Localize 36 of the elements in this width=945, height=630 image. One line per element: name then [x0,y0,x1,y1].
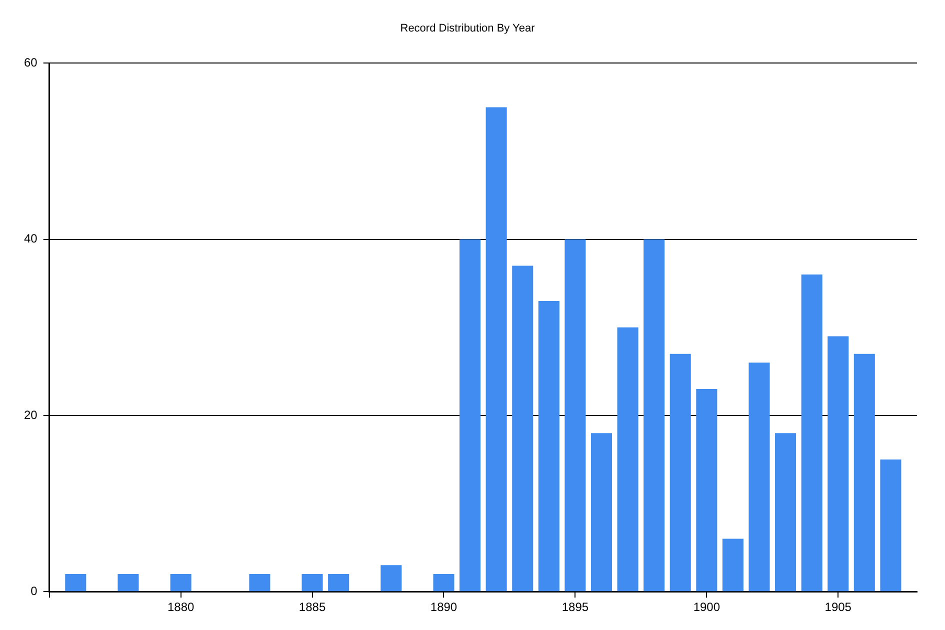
bar [380,565,402,592]
bar [460,239,481,592]
bar [775,433,796,592]
bar [302,574,323,592]
bar [748,362,770,592]
bar [486,107,507,592]
bar [828,336,849,592]
bar [644,239,665,592]
x-tick-label: 1905 [824,600,852,614]
x-tick-label: 1880 [167,600,194,614]
bar [118,574,139,592]
bar [801,274,822,592]
bar [670,354,691,592]
y-tick-label: 20 [24,408,38,422]
bar [170,574,192,592]
bar [854,354,875,592]
bar [249,574,270,592]
y-tick-label: 0 [30,584,38,598]
bar [538,300,560,592]
bar [65,574,86,592]
bar [590,433,612,592]
y-tick-label: 40 [24,232,38,246]
bar [512,266,534,592]
bar [722,538,744,592]
x-tick-label: 1890 [430,600,458,614]
chart-title: Record Distribution By Year [400,22,536,35]
bar [617,327,638,592]
bar [880,460,902,592]
y-tick-label: 60 [24,56,38,70]
x-tick-label: 1885 [298,600,326,614]
bar [328,574,350,592]
bar [564,239,586,592]
x-tick-label: 1900 [693,600,720,614]
bar [433,574,454,592]
bar [696,389,718,592]
x-tick-label: 1895 [562,600,589,614]
